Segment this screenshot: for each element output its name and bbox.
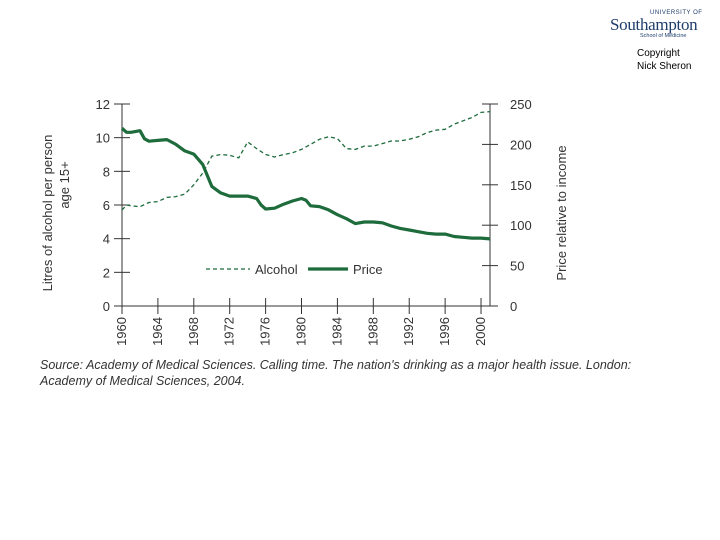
right-y-tick-label: 250 [510, 97, 532, 112]
left-y-tick-label: 0 [103, 299, 110, 314]
series-line-price [120, 127, 491, 241]
right-y-axis-title: Price relative to income [554, 145, 569, 280]
x-tick-label: 1980 [294, 317, 309, 346]
x-tick-label: 1988 [365, 317, 380, 346]
series-line-alcohol [121, 110, 491, 211]
x-tick-label: 1972 [222, 317, 237, 346]
right-y-tick-label: 150 [510, 178, 532, 193]
x-tick-label: 1976 [258, 317, 273, 346]
x-tick-label: 1960 [114, 317, 129, 346]
legend-label-price: Price [353, 262, 383, 277]
copyright-line-2: Nick Sheron [637, 61, 692, 72]
left-y-tick-label: 8 [103, 164, 110, 179]
left-y-tick-label: 6 [103, 198, 110, 213]
x-tick-label: 1968 [186, 317, 201, 346]
left-y-tick-label: 2 [103, 265, 110, 280]
left-y-axis-title-line-1: Litres of alcohol per person [40, 135, 55, 292]
left-y-axis-title-line-2: age 15+ [57, 161, 72, 208]
logo-university-of: UNIVERSITY OF [650, 10, 703, 16]
logo-name: Southampton [610, 15, 698, 34]
x-tick-label: 1992 [401, 317, 416, 346]
copyright-notice: Copyright Nick Sheron [637, 47, 691, 73]
university-logo: UNIVERSITY OF Southampton School of Medi… [610, 10, 714, 39]
x-tick-label: 1984 [329, 317, 344, 346]
right-y-tick-label: 0 [510, 299, 517, 314]
x-tick-label: 1996 [437, 317, 452, 346]
left-y-tick-label: 4 [103, 232, 110, 247]
x-tick-label: 2000 [473, 317, 488, 346]
left-y-tick-label: 10 [96, 131, 110, 146]
right-y-tick-label: 50 [510, 259, 524, 274]
source-citation: Source: Academy of Medical Sciences. Cal… [40, 358, 632, 388]
right-y-tick-label: 100 [510, 218, 532, 233]
left-y-tick-label: 12 [96, 97, 110, 112]
right-y-tick-label: 200 [510, 137, 532, 152]
logo-school: School of Medicine [640, 33, 687, 39]
x-tick-label: 1964 [150, 317, 165, 346]
copyright-line-1: Copyright [637, 48, 680, 59]
legend-label-alcohol: Alcohol [255, 262, 298, 277]
